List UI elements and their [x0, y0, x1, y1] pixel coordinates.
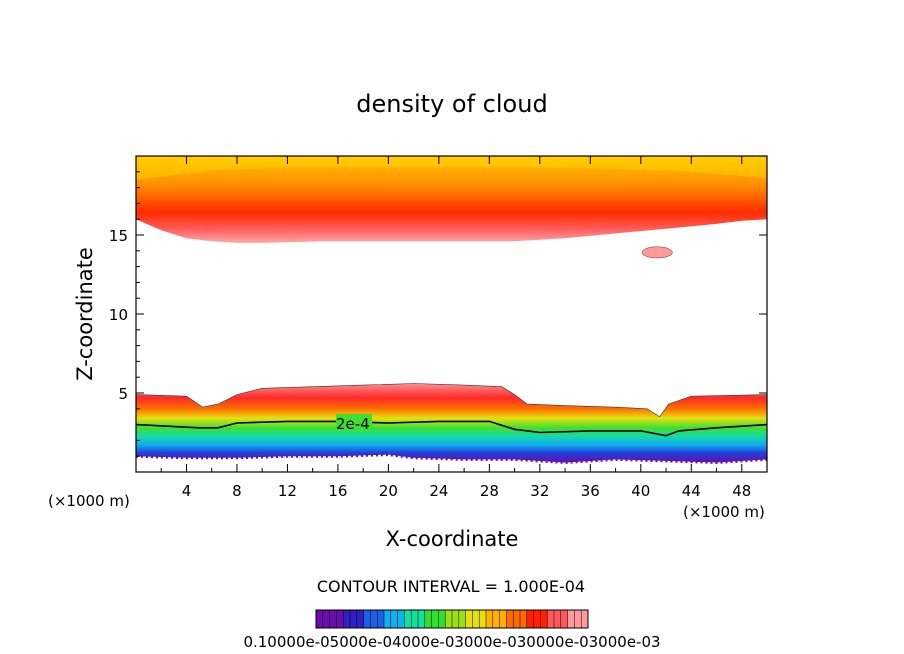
x-tick-label: 12	[278, 482, 297, 500]
y-axis-ticks: 5 10 15	[109, 171, 767, 457]
colorbar-swatch	[329, 610, 337, 628]
chart-title: density of cloud	[356, 90, 547, 118]
colorbar-swatch	[316, 610, 324, 628]
contour-label-bg	[336, 414, 372, 430]
colorbar	[315, 610, 589, 628]
colorbar-swatch	[554, 610, 562, 628]
colorbar-swatch	[560, 610, 568, 628]
colorbar-swatch	[465, 610, 473, 628]
colorbar-swatch	[431, 610, 439, 628]
plot-area: 2e-4	[136, 156, 767, 465]
upper-cloud-core	[136, 156, 767, 180]
colorbar-swatch	[350, 610, 358, 628]
colorbar-swatch	[479, 610, 487, 628]
x-tick-label: 40	[631, 482, 650, 500]
colorbar-swatch	[540, 610, 548, 628]
x-tick-label: 28	[480, 482, 499, 500]
colorbar-swatch	[322, 610, 330, 628]
colorbar-swatch	[404, 610, 412, 628]
contour-line-2e-4	[136, 420, 767, 437]
colorbar-swatch	[390, 610, 398, 628]
colorbar-swatch	[356, 610, 364, 628]
colorbar-swatch	[547, 610, 555, 628]
contour-interval-text: CONTOUR INTERVAL = 1.000E-04	[317, 577, 585, 596]
colorbar-swatch	[458, 610, 466, 628]
colorbar-swatch	[486, 610, 494, 628]
x-tick-label: 16	[328, 482, 347, 500]
colorbar-swatch	[533, 610, 541, 628]
colorbar-swatch	[397, 610, 405, 628]
colorbar-labels: 0.10000e-05000e-04000e-03000e-030000e-03…	[243, 633, 660, 651]
x-axis-ticks: 4 8 12 16 20 24 28 32 36 40 44 48	[160, 156, 751, 500]
colorbar-swatch	[363, 610, 371, 628]
colorbar-swatch	[377, 610, 385, 628]
colorbar-swatch	[370, 610, 378, 628]
colorbar-swatch	[336, 610, 344, 628]
x-tick-label: 20	[379, 482, 398, 500]
colorbar-swatch	[418, 610, 426, 628]
y-tick-label: 5	[118, 385, 128, 403]
colorbar-swatch	[472, 610, 480, 628]
x-tick-label: 4	[182, 482, 192, 500]
colorbar-swatch	[445, 610, 453, 628]
colorbar-swatch	[452, 610, 460, 628]
x-unit-right: (×1000 m)	[683, 503, 765, 521]
y-axis-label: Z-coordinate	[73, 247, 97, 381]
colorbar-swatch	[384, 610, 392, 628]
lower-cloud-band	[136, 383, 767, 463]
x-tick-label: 44	[682, 482, 701, 500]
colorbar-swatch	[567, 610, 575, 628]
y-tick-label: 10	[109, 306, 128, 324]
x-axis-label: X-coordinate	[386, 527, 519, 551]
colorbar-swatch	[520, 610, 528, 628]
y-tick-label: 15	[109, 227, 128, 245]
contour-line-top	[136, 383, 767, 418]
small-cloud-patch	[641, 246, 673, 259]
colorbar-swatch	[513, 610, 521, 628]
colorbar-frame	[315, 609, 589, 629]
colorbar-swatch	[499, 610, 507, 628]
colorbar-swatch	[343, 610, 351, 628]
colorbar-swatch	[411, 610, 419, 628]
colorbar-swatch	[424, 610, 432, 628]
x-tick-label: 24	[429, 482, 448, 500]
x-tick-label: 36	[581, 482, 600, 500]
x-tick-label: 48	[732, 482, 751, 500]
x-tick-label: 8	[232, 482, 242, 500]
contour-label: 2e-4	[336, 415, 370, 433]
x-unit-left: (×1000 m)	[48, 492, 130, 510]
colorbar-swatch	[574, 610, 582, 628]
colorbar-swatch	[526, 610, 534, 628]
upper-cloud-band	[136, 156, 767, 243]
colorbar-swatch	[506, 610, 514, 628]
colorbar-swatch	[438, 610, 446, 628]
colorbar-swatch	[581, 610, 589, 628]
colorbar-swatch	[492, 610, 500, 628]
x-tick-label: 32	[530, 482, 549, 500]
